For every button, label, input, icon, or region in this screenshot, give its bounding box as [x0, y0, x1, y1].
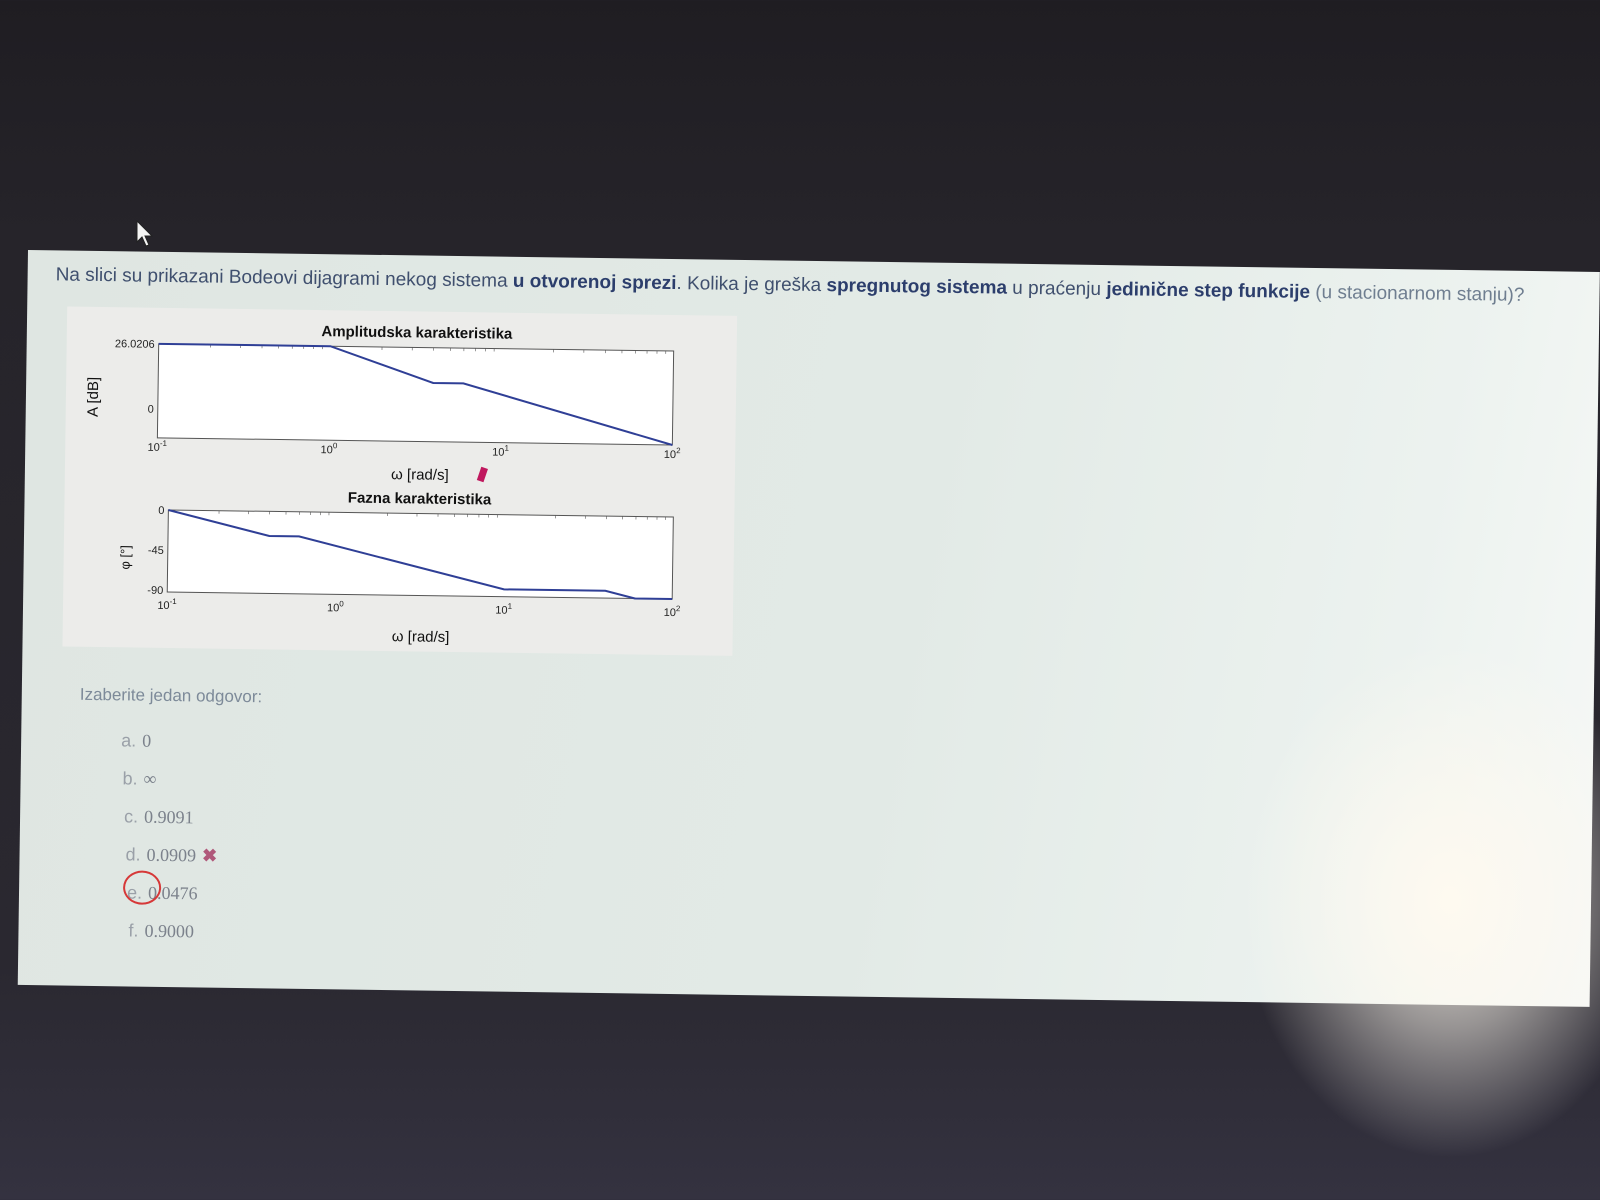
option-value: 0.9091 [143, 806, 194, 827]
question-bold-closed-loop: spregnutog sistema [826, 275, 1008, 299]
question-part-3: u praćenju [1006, 277, 1107, 301]
x-tick-label: 10-1 [147, 439, 167, 454]
answer-prompt: Izaberite jedan odgovor: [79, 684, 263, 707]
bode-figure: Amplitudska karakteristika A [dB] 26.020… [62, 306, 738, 656]
amp-ylabel: A [dB] [85, 377, 103, 417]
option-value: 0 [142, 730, 152, 751]
question-bold-open-loop: u otvorenoj sprezi [512, 270, 677, 295]
incorrect-x-icon: ✖ [201, 844, 218, 866]
option-e[interactable]: e. 0.0476 [122, 870, 217, 912]
phase-ytick-45: -45 [148, 545, 164, 557]
quiz-question-panel: Na slici su prikazani Bodeovi dijagrami … [17, 250, 1600, 1007]
amp-ytick-zero: 0 [148, 404, 154, 416]
pink-pen-mark [476, 466, 488, 483]
x-tick-label: 102 [664, 604, 681, 619]
phase-plot-area [166, 509, 674, 600]
phase-title: Fazna karakteristika [348, 489, 492, 508]
mouse-cursor-icon [136, 220, 154, 247]
option-letter: a. [121, 729, 137, 751]
phase-ylabel: φ [°] [118, 545, 133, 570]
option-a[interactable]: a. 0 [121, 721, 219, 760]
amp-plot-area [156, 343, 675, 446]
option-value: ∞ [143, 768, 157, 789]
option-letter: d. [125, 843, 141, 865]
question-text: Na slici su prikazani Bodeovi dijagrami … [55, 264, 1585, 307]
x-tick-label: 100 [327, 599, 344, 614]
option-b[interactable]: b. ∞ [122, 759, 218, 798]
question-part-1: Na slici su prikazani Bodeovi dijagrami … [55, 264, 514, 292]
option-c[interactable]: c. 0.9091 [124, 797, 218, 836]
question-part-2: . Kolika je greška [676, 273, 827, 297]
x-tick-label: 101 [492, 444, 509, 459]
answer-options: a. 0 b. ∞ c. 0.9091 d. 0.0909 ✖ e. 0.047… [118, 721, 219, 950]
option-letter: f. [128, 919, 139, 941]
phase-curve [168, 509, 673, 601]
bode-plot-svg: Amplitudska karakteristika A [dB] 26.020… [85, 323, 682, 646]
x-tick-label: 10-1 [157, 597, 177, 612]
option-f[interactable]: f. 0.9000 [128, 911, 216, 950]
amp-title: Amplitudska karakteristika [321, 323, 513, 343]
option-value: 0.9000 [144, 920, 195, 941]
x-tick-label: 102 [664, 446, 681, 461]
phase-ytick-0: 0 [158, 505, 164, 517]
x-tick-label: 101 [495, 602, 512, 617]
phase-xlabel: ω [rad/s] [392, 628, 450, 646]
option-value: 0.0909 [146, 844, 197, 865]
option-d[interactable]: d. 0.0909 ✖ [125, 835, 217, 874]
amp-ytick-top: 26.0206 [115, 338, 155, 351]
x-tick-label: 100 [320, 441, 337, 456]
question-bold-unit-step: jedinične step funkcije [1106, 279, 1311, 303]
option-letter: c. [123, 805, 139, 827]
amp-xlabel: ω [rad/s] [391, 466, 449, 484]
amp-curve [158, 342, 673, 446]
phase-ytick-90: -90 [147, 585, 163, 597]
question-part-4: (u stacionarnom stanju)? [1309, 281, 1525, 306]
option-letter: b. [122, 767, 138, 789]
